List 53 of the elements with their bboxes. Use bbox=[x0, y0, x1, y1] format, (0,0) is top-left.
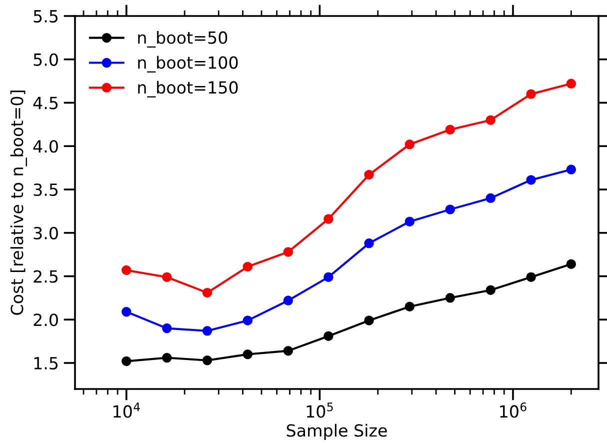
point bbox=[364, 238, 374, 248]
point bbox=[364, 316, 374, 326]
point bbox=[202, 288, 212, 298]
point bbox=[283, 296, 294, 306]
y-tick-label: 1.5 bbox=[34, 357, 58, 370]
point bbox=[566, 78, 576, 89]
x-axis-title: Sample Size bbox=[286, 424, 387, 440]
point bbox=[242, 262, 253, 272]
point bbox=[526, 89, 536, 99]
point bbox=[566, 259, 576, 269]
y-tick-label: 4.5 bbox=[33, 96, 58, 110]
legend-label: n_boot=50 bbox=[138, 31, 228, 48]
point bbox=[242, 349, 253, 360]
point bbox=[324, 272, 334, 282]
point bbox=[526, 272, 536, 282]
point bbox=[122, 306, 132, 317]
point bbox=[486, 193, 496, 204]
point bbox=[445, 204, 455, 214]
point bbox=[283, 247, 294, 257]
point bbox=[162, 272, 172, 282]
point bbox=[324, 214, 334, 224]
point bbox=[122, 265, 132, 276]
point bbox=[324, 331, 334, 341]
y-tick-label: 2.5 bbox=[34, 270, 58, 283]
point bbox=[404, 140, 415, 150]
y-tick-label: 4.0 bbox=[33, 140, 58, 153]
point bbox=[486, 115, 496, 125]
point bbox=[486, 285, 496, 295]
point bbox=[283, 346, 294, 356]
x-tick-label: 10$^{6}$ bbox=[500, 402, 526, 418]
point bbox=[364, 170, 374, 180]
y-axis-title: Cost [relative to n_boot=0] bbox=[10, 90, 27, 315]
x-tick-label: 10$^{4}$ bbox=[114, 402, 140, 418]
legend-label: n_boot=150 bbox=[138, 80, 238, 98]
point bbox=[526, 175, 536, 185]
x-tick-label: 10$^{5}$ bbox=[306, 402, 333, 418]
point bbox=[202, 356, 212, 366]
point bbox=[445, 124, 455, 134]
point bbox=[202, 326, 212, 336]
point bbox=[404, 302, 415, 312]
y-tick-label: 2.0 bbox=[34, 314, 58, 326]
y-tick-label: 3.0 bbox=[34, 226, 58, 240]
legend-label: n_boot=100 bbox=[138, 56, 238, 73]
point bbox=[162, 352, 172, 363]
point bbox=[122, 356, 132, 366]
point bbox=[162, 323, 172, 334]
point bbox=[566, 164, 576, 174]
y-tick-label: 3.5 bbox=[34, 183, 58, 196]
point bbox=[445, 293, 455, 303]
point bbox=[404, 216, 415, 226]
y-tick-label: 5.0 bbox=[34, 53, 58, 66]
point bbox=[242, 316, 253, 326]
y-tick-label: 5.5 bbox=[34, 10, 58, 23]
